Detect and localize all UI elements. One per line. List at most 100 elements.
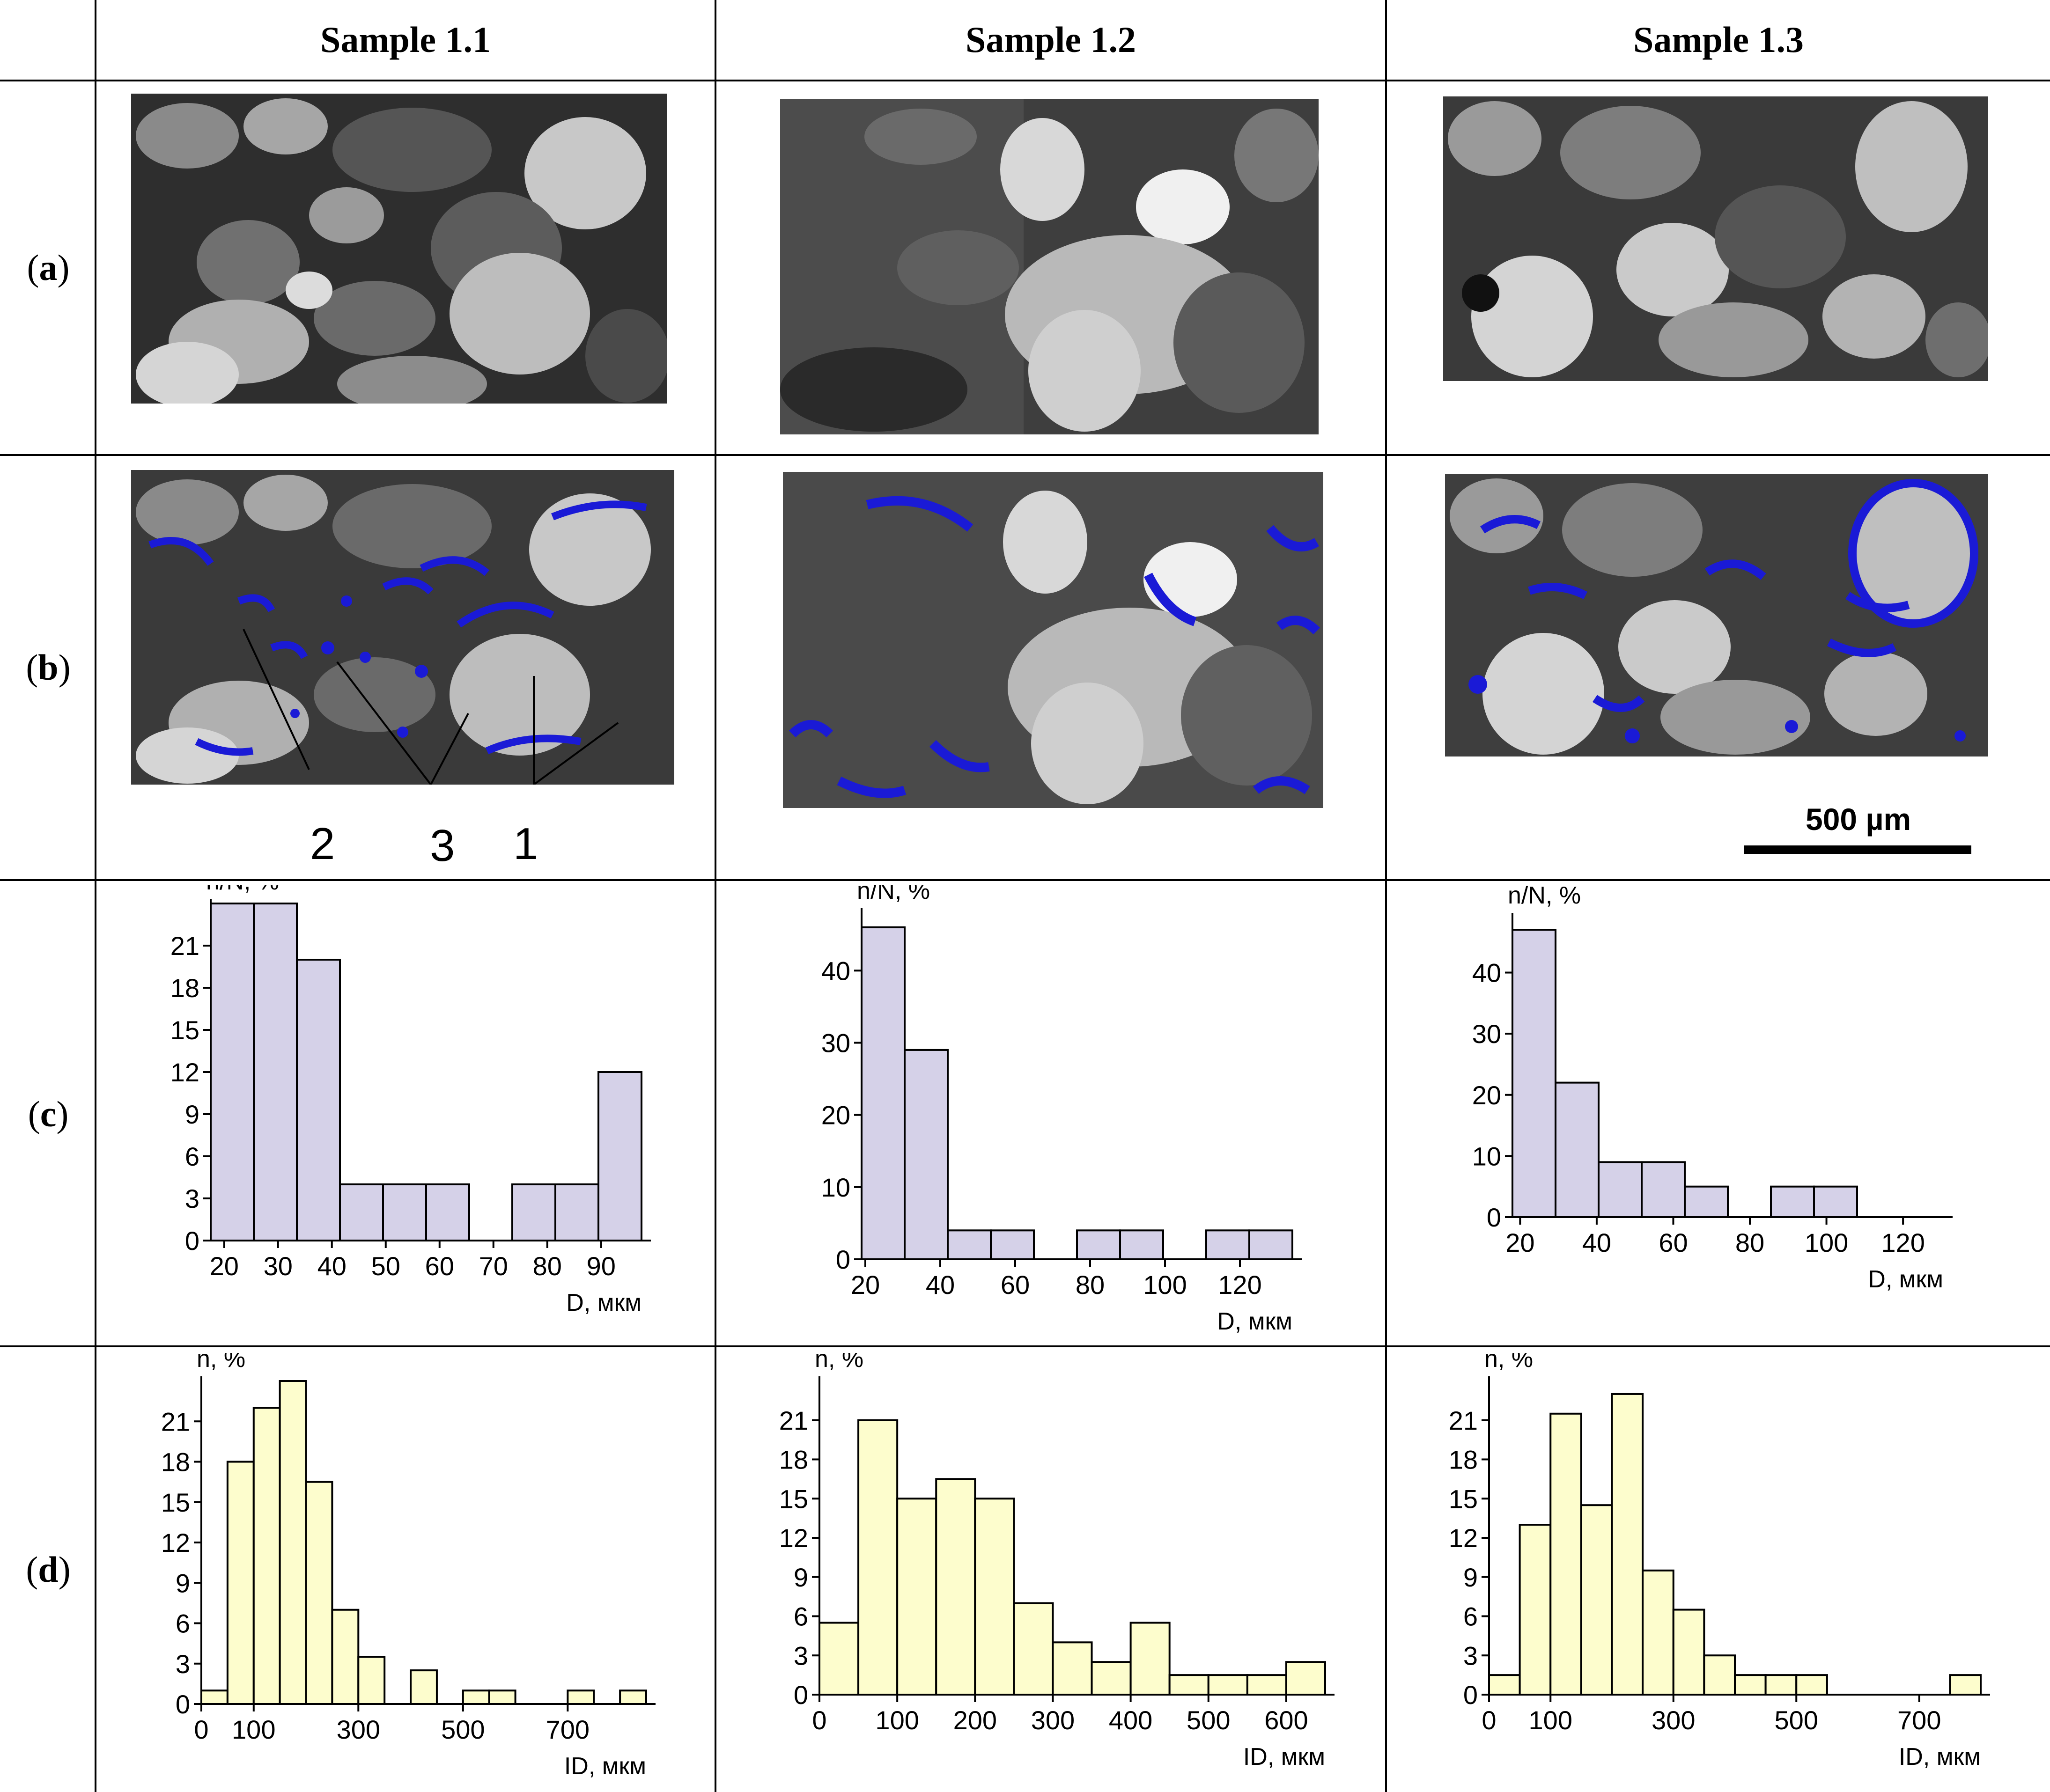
x-axis-label: D, мкм [566,1289,642,1316]
histogram-d-sample-1-1: 0 3 6 9 12 15 18 21 0 100 300 500 700 n, % ID, мкм [161,1353,656,1780]
histogram-bar [974,1498,1015,1696]
histogram-bar [819,1622,860,1696]
micrograph-drawing [1445,474,1988,756]
x-tick-label: 20 [851,1270,880,1300]
y-tick-label: 10 [821,1173,850,1202]
histogram-c-sample-1-1: 0 3 6 9 12 15 18 21 20 30 40 50 60 70 80 90 n/N, % D, мкм [170,885,651,1316]
histogram-bar [947,1229,992,1260]
histogram-bar [488,1689,516,1705]
y-tick-label: 0 [836,1245,850,1274]
x-tick-label: 70 [479,1251,508,1281]
x-tick-label: 80 [1735,1228,1764,1257]
y-tick-label: 15 [1449,1484,1478,1513]
histogram-bar [339,1183,384,1241]
x-tick-label: 40 [317,1251,347,1281]
y-tick-label: 9 [176,1568,190,1598]
y-tick-label: 6 [1463,1602,1478,1631]
y-tick-label: 9 [1463,1563,1478,1592]
histogram-bar [857,1419,899,1696]
scale-bar [1744,845,1971,854]
y-tick-label: 15 [779,1484,808,1513]
histogram-bar [253,903,298,1241]
x-tick-label: 120 [1881,1228,1925,1257]
x-axis-label: ID, мкм [1899,1743,1981,1770]
histogram-c-sample-1-2: 0 10 20 30 40 20 40 60 80 100 120 n/N, % D, мкм [821,885,1302,1335]
histogram-bar [1207,1674,1248,1696]
histogram-bar [1813,1185,1858,1218]
table-divider-horizontal [0,1345,2050,1347]
row-label-a: (a) [27,247,70,288]
x-tick-label: 500 [1187,1705,1230,1735]
y-tick-label: 3 [1463,1641,1478,1670]
x-tick-label: 500 [441,1715,485,1744]
histogram-bar [210,903,255,1241]
x-tick-label: 90 [587,1251,616,1281]
histogram-bar [1091,1661,1132,1696]
y-tick-label: 15 [170,1015,199,1045]
pore-map-sample-1-1 [131,470,674,785]
table-divider-horizontal [0,454,2050,456]
x-tick-label: 300 [1652,1705,1695,1735]
histogram-bar [1512,929,1556,1219]
y-tick-label: 40 [1472,958,1501,988]
x-tick-label: 500 [1775,1705,1818,1735]
histogram-bar [1949,1674,1982,1696]
x-tick-label: 20 [210,1251,239,1281]
y-tick-label: 21 [161,1407,190,1436]
x-tick-label: 60 [425,1251,454,1281]
histogram-bar [1013,1602,1054,1696]
x-tick-label: 700 [546,1715,590,1744]
y-tick-label: 0 [1487,1203,1501,1232]
histogram-bar [1611,1393,1644,1696]
table-divider-vertical [1385,0,1387,1792]
histogram-bar [1119,1229,1164,1260]
x-tick-label: 0 [1482,1705,1496,1735]
histogram-bar [1641,1161,1686,1218]
histogram-bar [1642,1569,1674,1696]
x-tick-label: 300 [1031,1705,1075,1735]
x-tick-label: 40 [926,1270,955,1300]
micrograph-drawing [1443,96,1988,381]
table-divider-vertical [715,0,716,1792]
histogram-bar [935,1478,976,1696]
row-label-b: (b) [26,647,71,688]
histogram-bar [1795,1674,1828,1696]
x-tick-label: 50 [371,1251,400,1281]
x-tick-label: 100 [875,1705,919,1735]
pore-map-sample-1-2 [783,472,1323,808]
histogram-bar [1519,1524,1552,1696]
x-tick-label: 300 [337,1715,380,1744]
histogram-bar [1205,1229,1250,1260]
x-tick-label: 80 [1076,1270,1105,1300]
x-axis-label: D, мкм [1868,1266,1943,1293]
y-tick-label: 12 [170,1058,199,1087]
histogram-bar [511,1183,556,1241]
x-tick-label: 60 [1001,1270,1030,1300]
x-tick-label: 30 [264,1251,293,1281]
y-tick-label: 12 [779,1523,808,1553]
histogram-bar [1703,1654,1736,1696]
histogram-bar [305,1481,333,1705]
x-tick-label: 40 [1582,1228,1611,1257]
annotation-marker-1: 1 [513,819,538,869]
histogram-bar [1770,1185,1815,1218]
x-tick-label: 0 [194,1715,208,1744]
y-tick-label: 40 [821,956,850,985]
histogram-d-sample-1-2: 0 3 6 9 12 15 18 21 0 100 200 300 400 500 600 n, % ID, м… [779,1353,1335,1770]
table-divider-horizontal [0,80,2050,81]
histogram-bar [1248,1229,1293,1260]
x-tick-label: 200 [953,1705,997,1735]
histogram-bar [1549,1412,1582,1696]
y-tick-label: 21 [170,931,199,961]
y-tick-label: 21 [779,1406,808,1435]
x-axis-label: ID, мкм [564,1753,646,1780]
y-tick-label: 0 [794,1680,808,1710]
histogram-c-sample-1-3: 0 10 20 30 40 20 40 60 80 100 120 n/N, % D, мкм [1472,885,1953,1293]
histogram-bar [896,1498,937,1696]
y-axis-label: n/N, % [206,885,279,895]
y-tick-label: 0 [1463,1680,1478,1710]
histogram-bar [331,1608,360,1705]
table-divider-horizontal [0,879,2050,881]
histogram-bar [1684,1185,1729,1218]
histogram-bar [462,1689,490,1705]
